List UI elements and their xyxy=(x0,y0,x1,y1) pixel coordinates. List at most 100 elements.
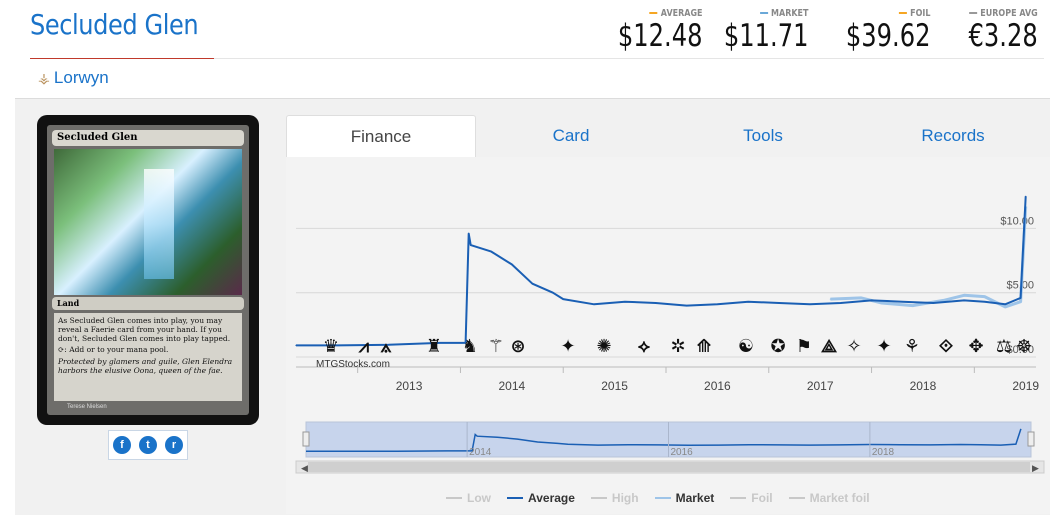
set-release-icon: ✦ xyxy=(876,336,891,357)
data-point xyxy=(881,302,883,304)
legend-item-foil[interactable]: Foil xyxy=(730,491,773,505)
data-point xyxy=(963,294,965,296)
legend-item-low[interactable]: Low xyxy=(446,491,491,505)
data-point xyxy=(470,244,472,246)
data-point xyxy=(511,263,513,265)
set-release-icon: ✺ xyxy=(596,336,611,357)
reddit-icon[interactable]: r xyxy=(165,436,183,454)
set-release-icon: ⊛ xyxy=(510,336,525,357)
data-point xyxy=(552,292,554,294)
legend-swatch xyxy=(507,497,523,499)
tab-card[interactable]: Card xyxy=(552,126,590,145)
legend-item-high[interactable]: High xyxy=(590,491,639,505)
chart-legend: Low Average High Market Foil Market foil xyxy=(446,491,870,505)
data-point xyxy=(747,301,749,303)
social-share-bar: f t r xyxy=(108,430,188,460)
data-point xyxy=(984,301,986,303)
header-divider xyxy=(214,58,1044,59)
set-release-icon: ☸ xyxy=(1016,336,1032,357)
data-point xyxy=(1004,303,1006,305)
y-tick-label: $0.00 xyxy=(1006,344,1034,356)
data-point xyxy=(593,303,595,305)
x-tick-label: 2017 xyxy=(807,379,834,393)
price-average: AVERAGE $12.48 xyxy=(594,8,702,53)
card-rules-text: As Secluded Glen comes into play, you ma… xyxy=(58,316,231,343)
data-point xyxy=(778,302,780,304)
card-flavor-text: Protected by glamers and guile, Glen Ele… xyxy=(58,357,233,375)
card-image-name: Secluded Glen xyxy=(52,130,244,146)
set-release-icon: ♞ xyxy=(462,336,478,357)
set-release-icon: ⟐ xyxy=(939,336,954,357)
x-tick-label: 2016 xyxy=(704,379,731,393)
price-average-value: $12.48 xyxy=(617,18,702,54)
data-point xyxy=(809,303,811,305)
series-line-average xyxy=(296,196,1027,347)
legend-label: Average xyxy=(528,491,575,505)
twitter-icon[interactable]: t xyxy=(139,436,157,454)
tab-tools[interactable]: Tools xyxy=(743,126,783,145)
data-point xyxy=(336,344,338,346)
price-europe-value: €3.28 xyxy=(968,18,1038,54)
card-text-box: As Secluded Glen comes into play, you ma… xyxy=(54,313,242,401)
data-point xyxy=(531,283,533,285)
set-release-icon: ✦ xyxy=(560,336,575,357)
legend-swatch xyxy=(730,497,747,499)
set-release-icon: ⚑ xyxy=(796,336,812,357)
set-link[interactable]: ⚶ Lorwyn xyxy=(38,68,109,88)
data-point xyxy=(490,251,492,253)
card-title: Secluded Glen xyxy=(30,8,199,41)
set-release-icon: ⟡ xyxy=(638,336,650,357)
navigator-tick-label: 2016 xyxy=(671,447,694,458)
navigator-right-handle[interactable] xyxy=(1027,431,1035,447)
data-point xyxy=(468,233,470,235)
price-foil-label: FOIL xyxy=(909,8,930,19)
set-release-icon: ⚘ xyxy=(904,336,920,357)
card-mana-text: : Add or to your mana pool. xyxy=(64,345,169,354)
data-point xyxy=(387,344,390,346)
data-point xyxy=(465,342,467,344)
scroll-left-arrow-icon[interactable]: ◀ xyxy=(301,463,308,473)
legend-label: Market xyxy=(675,491,715,505)
set-release-icon: ♛ xyxy=(323,336,339,357)
foil-dash-icon xyxy=(898,12,907,14)
set-release-icon: ⚖ xyxy=(996,336,1012,357)
legend-label: High xyxy=(611,491,639,505)
set-release-icon: ⟑ xyxy=(380,336,393,357)
price-europe-label: EUROPE AVG xyxy=(980,8,1038,19)
navigator-left-handle[interactable] xyxy=(302,431,310,447)
data-point xyxy=(562,298,564,300)
tap-symbol-icon: ⟳ xyxy=(58,345,65,354)
legend-label: Foil xyxy=(751,491,773,505)
legend-item-market[interactable]: Market xyxy=(654,491,715,505)
data-point xyxy=(984,296,986,298)
europe-dash-icon xyxy=(969,12,978,14)
navigator-tick-label: 2018 xyxy=(872,447,895,458)
data-point xyxy=(932,302,934,304)
set-release-icon: ⩘ xyxy=(358,336,369,357)
data-point xyxy=(860,297,862,299)
price-market-value: $11.71 xyxy=(723,18,808,54)
x-tick-label: 2018 xyxy=(910,379,937,393)
series-line-market xyxy=(830,206,1028,309)
facebook-icon[interactable]: f xyxy=(113,436,131,454)
tab-records[interactable]: Records xyxy=(921,126,985,145)
data-point xyxy=(295,344,297,346)
set-release-icon: ⚚ xyxy=(488,336,504,357)
chart-scrollbar-thumb[interactable] xyxy=(308,462,1030,472)
scroll-right-arrow-icon[interactable]: ▶ xyxy=(1032,463,1039,473)
legend-item-market-foil[interactable]: Market foil xyxy=(788,491,870,505)
x-tick-label: 2019 xyxy=(1012,379,1039,393)
data-point xyxy=(829,298,832,300)
legend-item-average[interactable]: Average xyxy=(507,491,575,505)
data-point xyxy=(871,299,873,301)
data-point xyxy=(901,301,904,303)
data-point xyxy=(912,305,914,307)
set-release-icon: ✪ xyxy=(770,336,785,357)
tab-finance[interactable]: Finance xyxy=(286,115,476,157)
data-point xyxy=(686,305,688,307)
data-point xyxy=(1004,306,1006,308)
navigator-series xyxy=(306,428,1022,453)
navigator-tick-label: 2014 xyxy=(469,447,492,458)
price-europe: EUROPE AVG €3.28 xyxy=(949,8,1038,53)
